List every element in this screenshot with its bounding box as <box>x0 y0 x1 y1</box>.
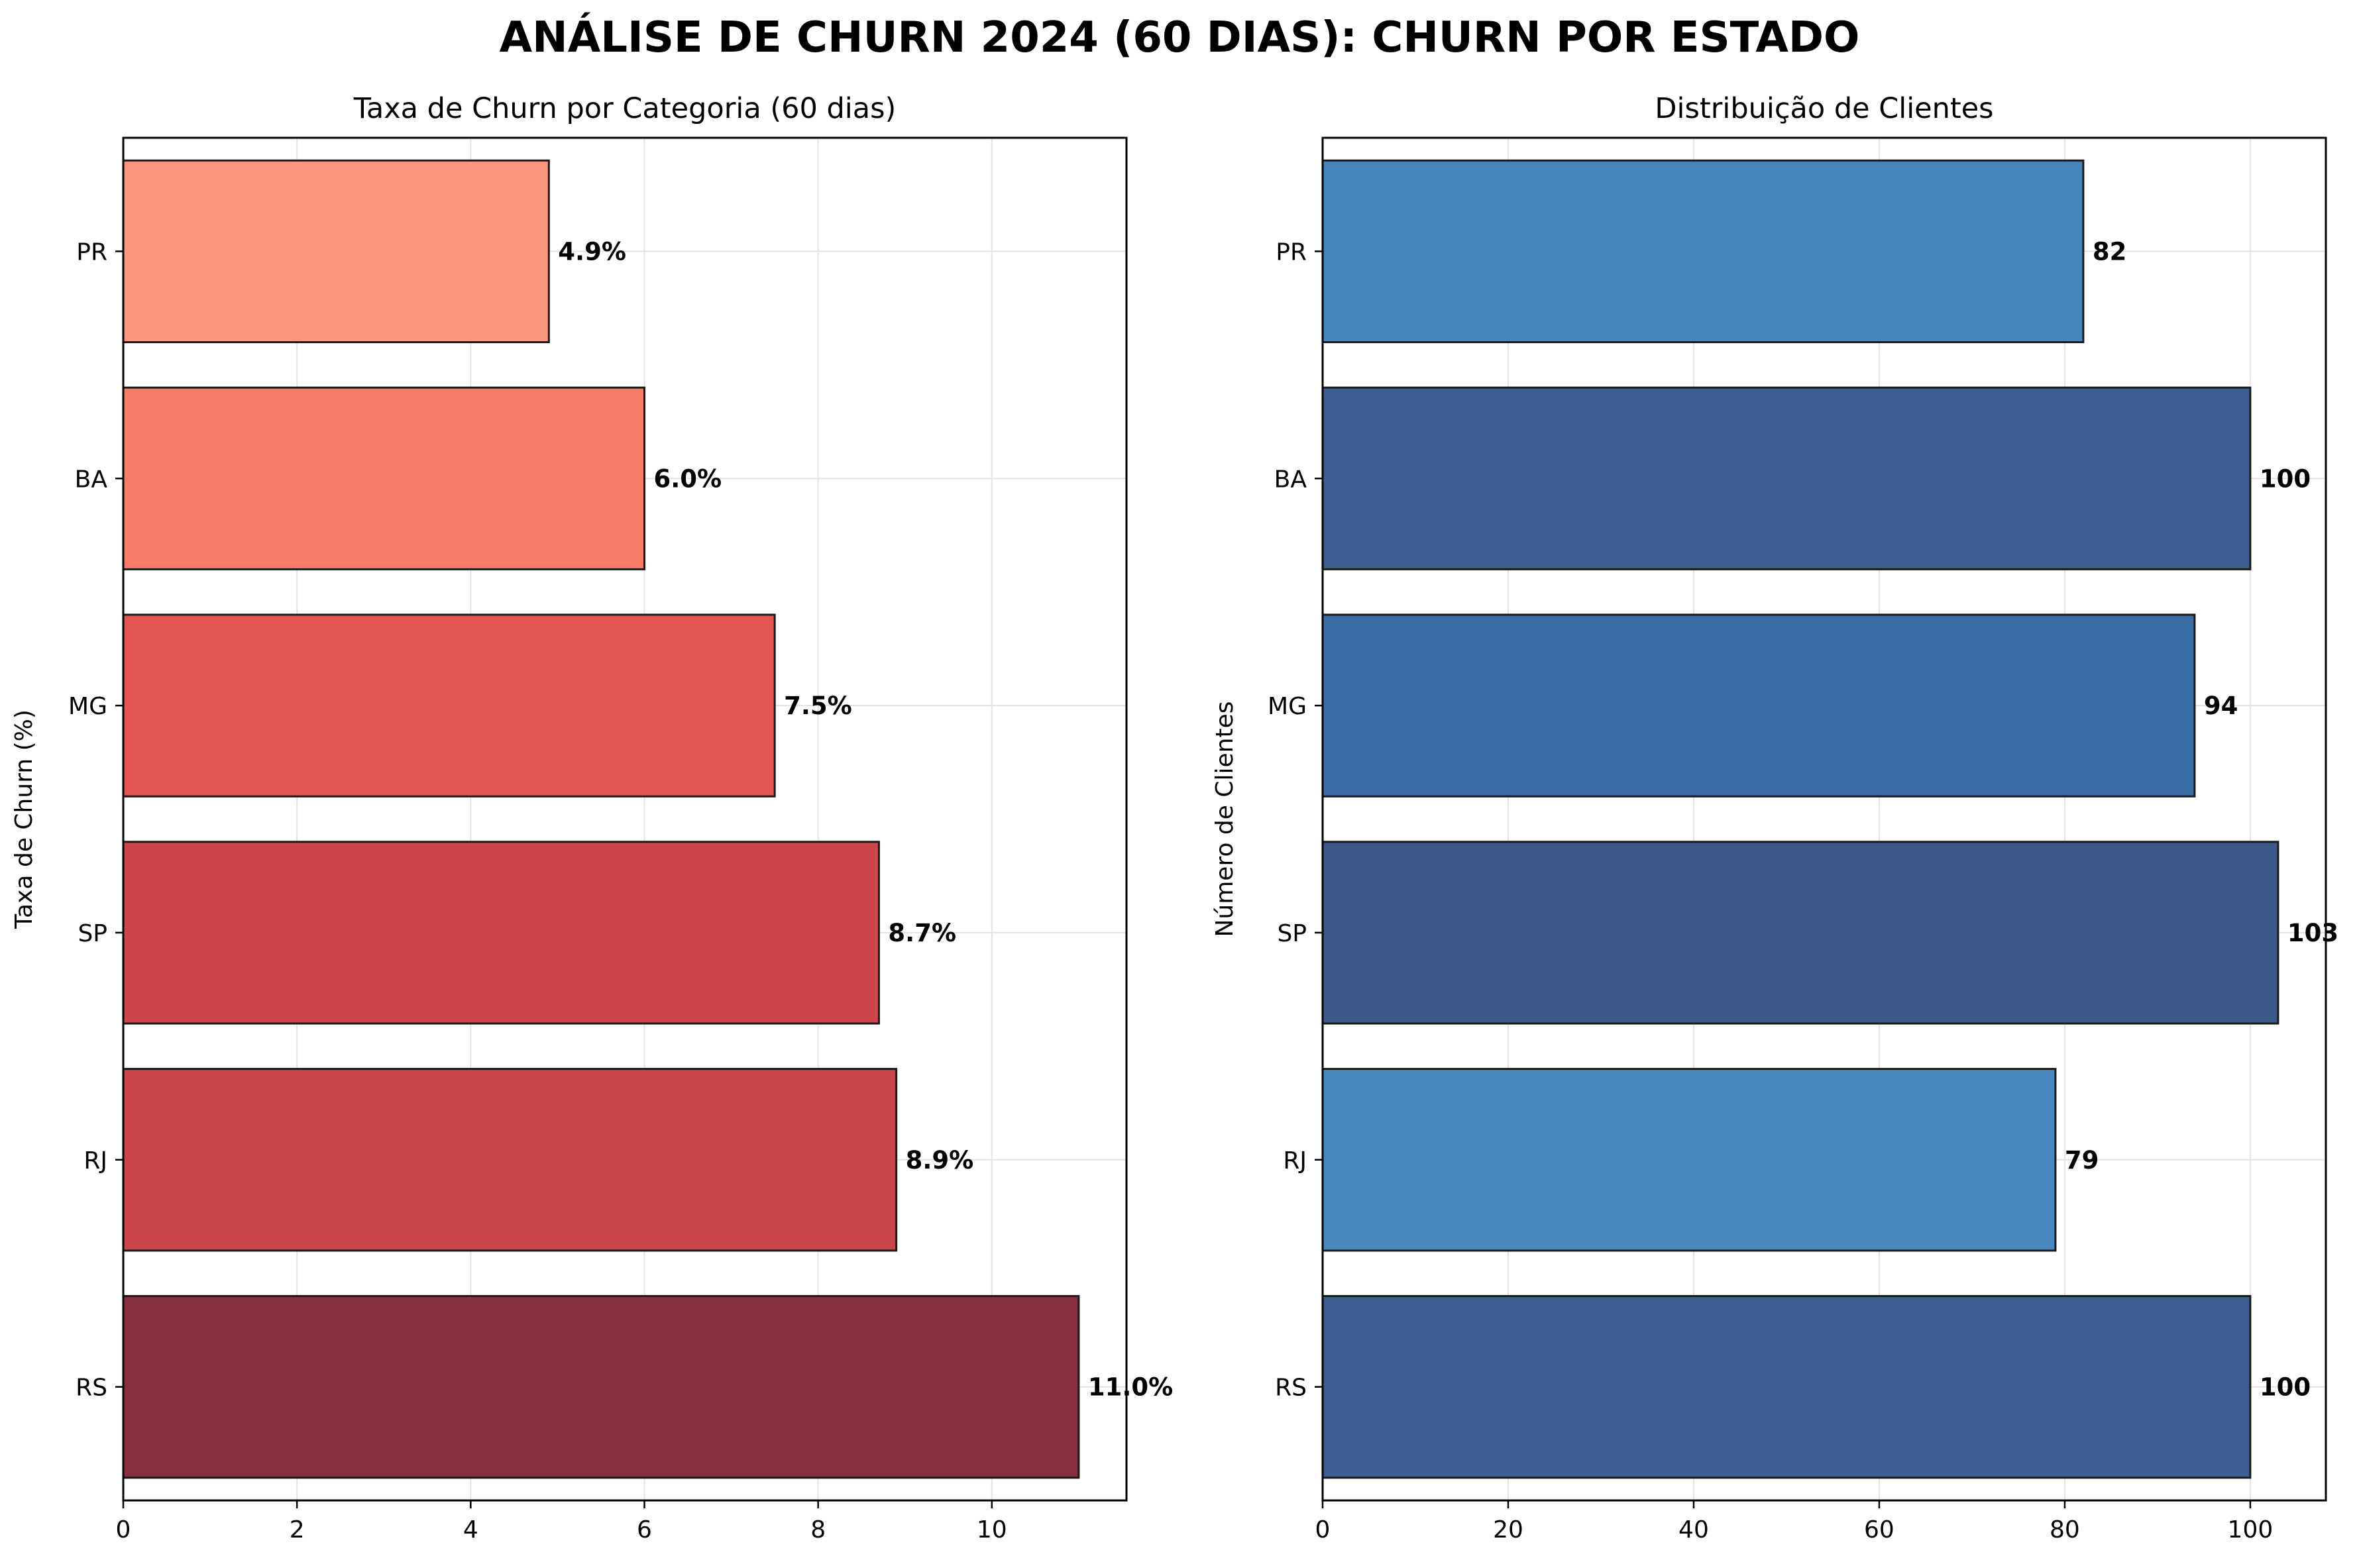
bar-rs <box>122 1294 1080 1479</box>
data-label: 8.7% <box>888 919 956 947</box>
data-label: 100 <box>2260 464 2311 493</box>
y-tick-label: PR <box>76 238 107 266</box>
bar-pr <box>122 159 550 344</box>
y-tick-label: BA <box>1274 466 1307 493</box>
y-tick-label: MG <box>68 693 107 720</box>
x-tick-label: 10 <box>977 1516 1007 1543</box>
x-tick-label: 8 <box>810 1516 826 1543</box>
data-label: 100 <box>2260 1373 2311 1402</box>
y-tick-label: RS <box>1275 1375 1307 1402</box>
axes-frame <box>1321 136 2327 1502</box>
bar-pr <box>1321 159 2085 344</box>
y-tick-label: PR <box>1276 238 1307 266</box>
axes-frame <box>122 136 1128 1502</box>
data-label: 82 <box>2093 237 2127 266</box>
bar-sp <box>122 841 880 1025</box>
figure-title: ANÁLISE DE CHURN 2024 (60 DIAS): CHURN P… <box>499 13 1860 62</box>
data-label: 103 <box>2287 919 2338 947</box>
panel-title: Distribuição de Clientes <box>1655 92 1993 125</box>
data-label: 8.9% <box>906 1146 974 1175</box>
y-tick-label: SP <box>1277 920 1307 947</box>
bar-ba <box>122 386 645 570</box>
bar-rj <box>1321 1068 2057 1252</box>
x-tick-label: 0 <box>116 1516 131 1543</box>
x-tick-label: 100 <box>2228 1516 2274 1543</box>
bar-mg <box>122 613 776 798</box>
y-tick-label: SP <box>78 920 107 947</box>
x-tick-label: 2 <box>290 1516 305 1543</box>
data-label: 6.0% <box>653 464 722 493</box>
data-label: 11.0% <box>1088 1373 1173 1402</box>
y-tick-label: RJ <box>1283 1147 1307 1175</box>
y-tick-label: RS <box>76 1375 107 1402</box>
x-tick-label: 0 <box>1315 1516 1331 1543</box>
bar-ba <box>1321 386 2252 570</box>
y-axis-label: Taxa de Churn (%) <box>11 709 38 929</box>
y-axis-label: Número de Clientes <box>1211 701 1238 937</box>
x-tick-label: 6 <box>637 1516 652 1543</box>
bar-rj <box>122 1068 898 1252</box>
y-tick-label: BA <box>75 466 108 493</box>
x-tick-label: 4 <box>463 1516 478 1543</box>
x-tick-label: 80 <box>2050 1516 2080 1543</box>
x-tick-label: 60 <box>1864 1516 1894 1543</box>
data-label: 94 <box>2204 692 2238 720</box>
bar-sp <box>1321 841 2279 1025</box>
y-tick-label: MG <box>1268 693 1307 720</box>
x-tick-label: 40 <box>1678 1516 1709 1543</box>
bar-rs <box>1321 1294 2252 1479</box>
y-tick-label: RJ <box>83 1147 107 1175</box>
panel-title: Taxa de Churn por Categoria (60 dias) <box>353 92 897 125</box>
bar-mg <box>1321 613 2196 798</box>
data-label: 7.5% <box>784 692 852 720</box>
x-tick-label: 20 <box>1493 1516 1523 1543</box>
data-label: 4.9% <box>558 237 626 266</box>
data-label: 79 <box>2065 1146 2099 1175</box>
